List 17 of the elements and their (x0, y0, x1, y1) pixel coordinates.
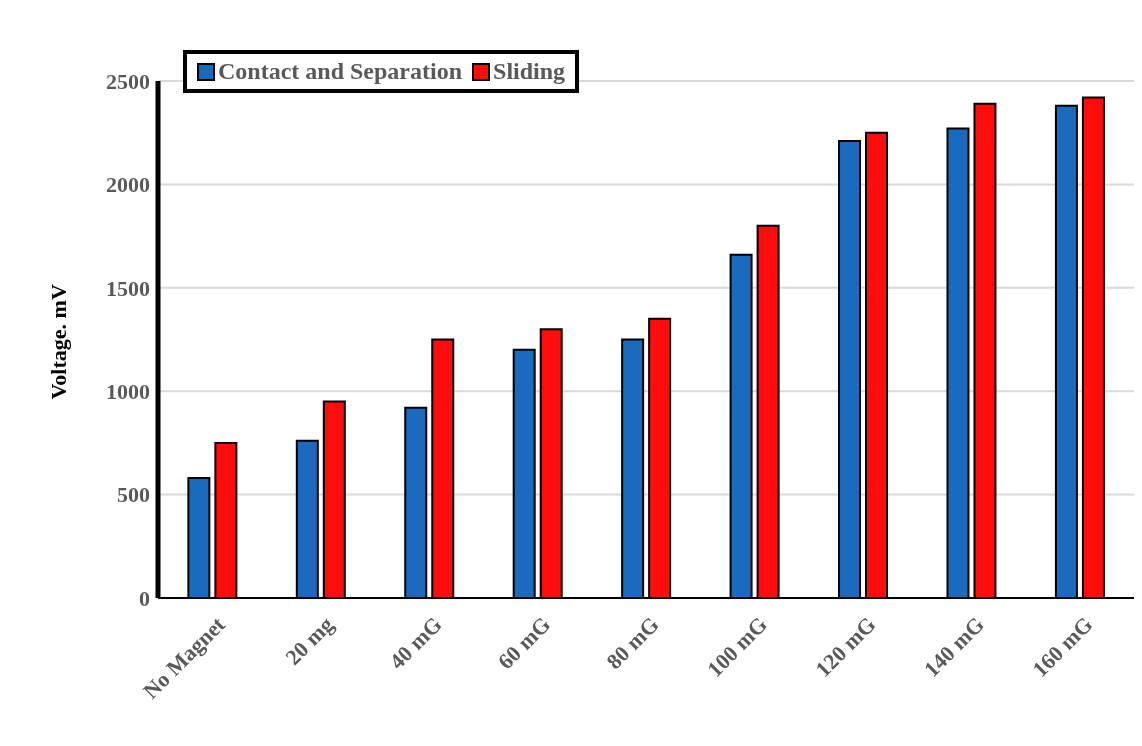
y-tick-label: 0 (139, 585, 150, 611)
legend-label: Contact and Separation (217, 58, 463, 85)
y-tick-label: 2500 (106, 68, 150, 94)
x-tick-label: 60 mG (492, 611, 556, 675)
y-tick-label: 2000 (106, 172, 150, 198)
legend-label: Sliding (492, 58, 566, 85)
y-axis-title: Voltage. mV (45, 284, 71, 400)
x-tick-label: 140 mG (918, 611, 989, 682)
y-tick-label: 1000 (106, 379, 150, 405)
y-tick-label: 500 (117, 482, 150, 508)
x-tick-label: 120 mG (810, 611, 881, 682)
x-tick-label: 100 mG (702, 611, 772, 682)
x-tick-label: 160 mG (1027, 611, 1098, 682)
y-tick-label: 1500 (106, 275, 150, 301)
x-tick-label: 20 mg (280, 611, 339, 670)
x-tick-label: 40 mG (384, 611, 447, 675)
x-tick-label: 80 mG (601, 611, 664, 675)
